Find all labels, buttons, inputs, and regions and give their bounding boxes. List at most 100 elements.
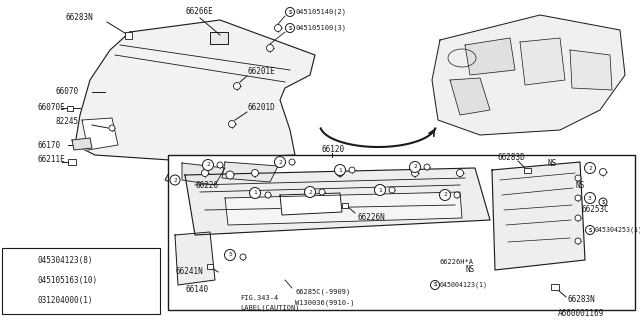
Circle shape: [600, 169, 607, 175]
Text: 2: 2: [278, 159, 282, 164]
Bar: [68, 159, 76, 165]
Text: W130036(9910-): W130036(9910-): [295, 300, 355, 306]
Circle shape: [23, 274, 35, 286]
Bar: [342, 203, 348, 207]
Circle shape: [412, 170, 419, 177]
Text: 045304123(8): 045304123(8): [37, 255, 93, 265]
Text: 031204000(1): 031204000(1): [37, 295, 93, 305]
Text: 66253C: 66253C: [582, 205, 610, 214]
Circle shape: [335, 164, 346, 175]
Circle shape: [349, 167, 355, 173]
Text: 045304253(1): 045304253(1): [595, 227, 640, 233]
Circle shape: [240, 254, 246, 260]
Text: NS: NS: [465, 266, 474, 275]
Polygon shape: [222, 162, 278, 182]
Circle shape: [456, 170, 463, 177]
Circle shape: [252, 170, 259, 177]
Text: S: S: [289, 26, 292, 30]
Circle shape: [202, 170, 209, 177]
Circle shape: [23, 254, 35, 266]
Text: FIG.343-4: FIG.343-4: [240, 295, 278, 301]
Circle shape: [575, 175, 581, 181]
Text: 66201E: 66201E: [248, 68, 276, 76]
Text: 66283N: 66283N: [568, 295, 596, 305]
Circle shape: [575, 215, 581, 221]
Text: 3: 3: [10, 295, 14, 305]
Polygon shape: [492, 162, 585, 270]
Text: 5: 5: [228, 252, 232, 258]
Text: 2: 2: [588, 165, 592, 171]
Text: NS: NS: [575, 180, 584, 189]
Circle shape: [289, 159, 295, 165]
Text: 66226H*A: 66226H*A: [440, 259, 474, 265]
Circle shape: [410, 162, 420, 172]
Text: 045004123(1): 045004123(1): [440, 282, 488, 288]
Polygon shape: [450, 78, 490, 115]
Text: S: S: [289, 10, 292, 14]
Text: W: W: [27, 297, 31, 303]
Circle shape: [225, 250, 236, 260]
Text: 66201D: 66201D: [248, 103, 276, 113]
Circle shape: [217, 162, 223, 168]
Text: 2: 2: [443, 193, 447, 197]
Text: 66140: 66140: [186, 285, 209, 294]
Text: 66241N: 66241N: [175, 268, 203, 276]
Text: 1: 1: [338, 167, 342, 172]
Circle shape: [337, 170, 344, 177]
Circle shape: [575, 195, 581, 201]
Polygon shape: [72, 138, 92, 150]
Circle shape: [275, 156, 285, 167]
Polygon shape: [165, 158, 305, 195]
Polygon shape: [225, 192, 462, 225]
Polygon shape: [75, 20, 315, 160]
Text: S: S: [27, 257, 31, 263]
Circle shape: [109, 125, 115, 131]
Text: 66226: 66226: [195, 180, 218, 189]
Polygon shape: [520, 38, 565, 85]
Bar: [551, 284, 559, 290]
Text: S: S: [27, 277, 31, 283]
Text: 82245: 82245: [55, 117, 78, 126]
Text: 045105100(3): 045105100(3): [295, 25, 346, 31]
Text: 1: 1: [378, 188, 382, 193]
Text: 66266E: 66266E: [185, 7, 212, 17]
Circle shape: [575, 238, 581, 244]
Text: 1: 1: [253, 190, 257, 196]
Circle shape: [599, 198, 607, 206]
Circle shape: [389, 187, 395, 193]
Polygon shape: [175, 232, 215, 285]
Circle shape: [23, 294, 35, 306]
Circle shape: [584, 193, 595, 204]
Circle shape: [226, 171, 234, 179]
Circle shape: [266, 44, 273, 52]
Text: 045105140(2): 045105140(2): [295, 9, 346, 15]
Bar: [2, 248, 160, 314]
Text: S: S: [433, 283, 436, 287]
Polygon shape: [432, 15, 625, 135]
Text: 66285C(-9909): 66285C(-9909): [295, 289, 350, 295]
Text: 66120: 66120: [322, 146, 345, 155]
Text: 66283N: 66283N: [65, 13, 93, 22]
Circle shape: [170, 175, 180, 185]
Circle shape: [440, 189, 451, 201]
Text: 2: 2: [308, 189, 312, 195]
Circle shape: [265, 192, 271, 198]
Polygon shape: [185, 168, 490, 235]
Polygon shape: [280, 193, 342, 215]
Bar: [168, 155, 635, 310]
Text: 3: 3: [588, 196, 592, 201]
Text: S: S: [602, 199, 605, 204]
Text: S: S: [588, 228, 591, 233]
Circle shape: [374, 185, 385, 196]
Polygon shape: [182, 163, 225, 185]
Circle shape: [250, 188, 260, 198]
Text: 045105163(10): 045105163(10): [37, 276, 97, 284]
Circle shape: [454, 192, 460, 198]
Text: 66070E: 66070E: [38, 103, 66, 113]
Text: 2: 2: [413, 164, 417, 170]
Bar: [67, 106, 73, 110]
Bar: [524, 167, 531, 172]
Text: 66211E: 66211E: [38, 156, 66, 164]
Circle shape: [586, 226, 595, 235]
Bar: [207, 263, 213, 268]
